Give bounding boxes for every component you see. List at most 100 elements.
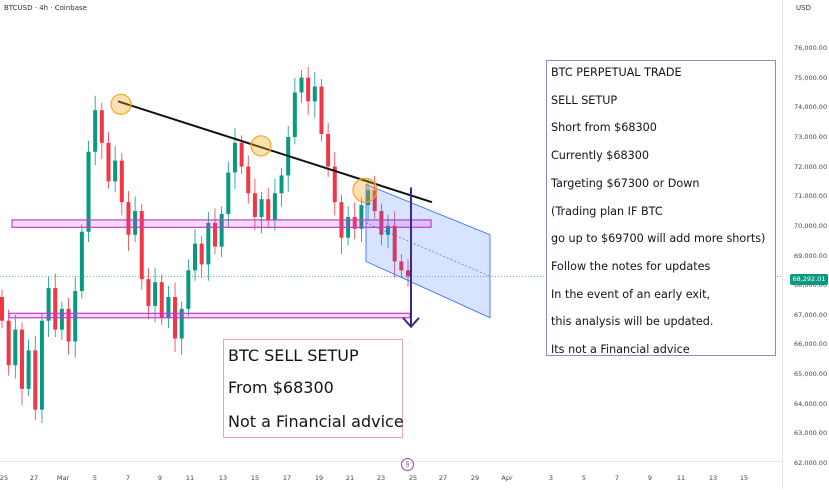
price-tick: 65,000.00 [794, 370, 828, 379]
time-tick: 25 [408, 474, 418, 482]
candle [159, 274, 164, 326]
trade-box-line: this analysis will be updated. [551, 315, 714, 329]
candle [193, 229, 198, 281]
time-tick: 21 [345, 474, 355, 482]
sell-box-line-3: Not a Financial advice [228, 412, 404, 431]
event-icon[interactable]: § [401, 458, 414, 471]
time-tick: 23 [376, 474, 386, 482]
candle [13, 315, 18, 379]
candle [139, 203, 144, 290]
candle [186, 259, 191, 317]
time-tick: 7 [614, 474, 620, 482]
candle [19, 322, 24, 406]
price-tick: 74,000.00 [794, 103, 828, 112]
trade-box-line: Short from $68300 [551, 121, 657, 135]
price-axis[interactable] [782, 0, 829, 489]
candle [0, 289, 4, 329]
sell-box-line-2: From $68300 [228, 378, 334, 397]
candle [106, 131, 111, 189]
candle [46, 277, 51, 338]
price-tick: 64,000.00 [794, 399, 828, 408]
price-tick: 63,000.00 [794, 429, 828, 438]
candle [166, 286, 171, 329]
price-tick: 67,000.00 [794, 310, 828, 319]
candle [259, 191, 264, 234]
candle [199, 236, 204, 278]
annotations [8, 93, 491, 329]
current-price-badge: 68,292.01 [790, 274, 828, 285]
trade-box-line: Its not a Financial advice [551, 343, 690, 356]
candle [352, 202, 357, 240]
candle [79, 224, 84, 299]
time-tick: 11 [676, 474, 686, 482]
touch-point-circle [352, 177, 378, 203]
time-tick: 9 [647, 474, 653, 482]
candle [93, 95, 98, 166]
candle [266, 188, 271, 228]
trade-box-line: SELL SETUP [551, 93, 618, 107]
time-tick: 27 [29, 474, 39, 482]
candle [206, 211, 211, 281]
candle [306, 66, 311, 115]
candle [246, 155, 251, 204]
price-tick: 69,000.00 [794, 251, 828, 260]
trade-box-line: go up to $69700 will add more shorts) [551, 232, 766, 246]
price-tick: 68,000.00 [794, 281, 828, 290]
candle [286, 125, 291, 192]
candle [59, 301, 64, 340]
candle [319, 79, 324, 142]
candle [226, 161, 231, 228]
candle [392, 211, 397, 278]
candle [399, 254, 404, 278]
trade-box-line: In the event of an early exit, [551, 287, 711, 301]
candle [146, 268, 151, 320]
trade-box-line: Currently $68300 [551, 149, 650, 163]
candle-series [0, 66, 410, 423]
candle [26, 339, 31, 397]
time-tick: 11 [185, 474, 195, 482]
price-tick: 71,000.00 [794, 192, 828, 201]
candle [279, 168, 284, 207]
candle [99, 102, 104, 160]
trade-box-line: (Trading plan IF BTC [551, 204, 663, 218]
candle [379, 203, 384, 246]
candle [219, 206, 224, 257]
sell-setup-note[interactable]: BTC SELL SETUP From $68300 Not a Financi… [223, 339, 404, 438]
candle [312, 72, 317, 118]
time-tick: 7 [125, 474, 131, 482]
time-tick: 13 [708, 474, 718, 482]
trade-box-line: Follow the notes for updates [551, 259, 711, 273]
price-chart[interactable] [0, 0, 782, 461]
trade-box-line: BTC PERPETUAL TRADE [551, 66, 682, 79]
candle [126, 191, 131, 252]
touch-point-circle [110, 93, 132, 115]
time-tick: 3 [548, 474, 554, 482]
descending-channel [365, 183, 491, 319]
price-tick: 70,000.00 [794, 221, 828, 230]
currency-label: USD [796, 4, 811, 12]
time-axis[interactable] [0, 461, 782, 490]
candle [53, 273, 58, 338]
trade-box-line: Targeting $67300 or Down [551, 176, 700, 190]
support-zone [8, 312, 411, 319]
price-tick: 72,000.00 [794, 162, 828, 171]
candle [119, 153, 124, 216]
candle [6, 309, 11, 376]
time-tick: 19 [314, 474, 324, 482]
resistance-zone [11, 219, 432, 228]
price-tick: 66,000.00 [794, 340, 828, 349]
symbol-title[interactable]: BTCUSD · 4h · Coinbase [4, 4, 87, 12]
trade-plan-note[interactable]: BTC PERPETUAL TRADE SELL SETUP Short from … [546, 60, 776, 356]
price-tick: 62,000.00 [794, 459, 828, 467]
candle [299, 70, 304, 103]
time-tick: 29 [470, 474, 480, 482]
candle [252, 178, 257, 231]
time-tick: 25 [0, 474, 9, 482]
candle [366, 179, 371, 222]
price-tick: 75,000.00 [794, 73, 828, 82]
candle [272, 178, 277, 231]
resistance-trendline [117, 100, 433, 204]
time-tick: Apr [501, 474, 513, 482]
chart-area[interactable] [0, 0, 782, 461]
touch-point-circle [250, 135, 272, 157]
